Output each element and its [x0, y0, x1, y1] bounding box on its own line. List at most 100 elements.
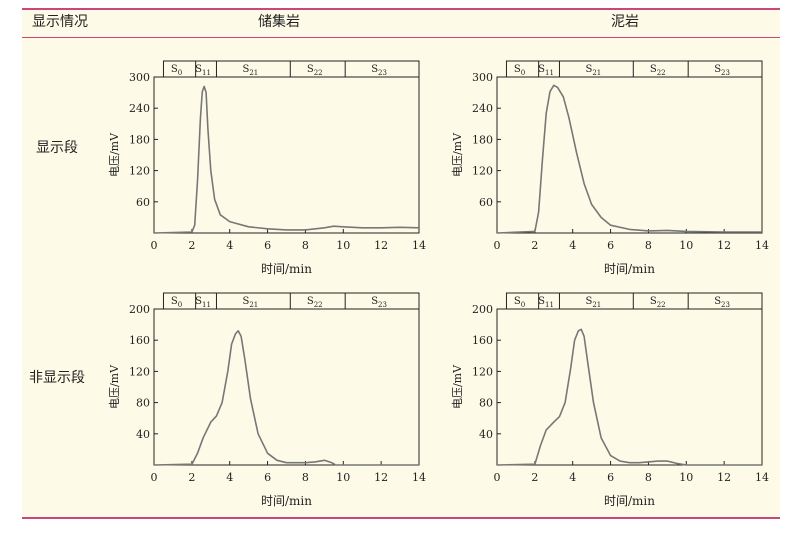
segment-label: S21: [585, 64, 601, 77]
x-axis-label: 时间/min: [604, 262, 655, 276]
y-tick-label: 40: [479, 428, 493, 441]
y-tick-label: 60: [479, 196, 493, 209]
x-tick-label: 6: [264, 239, 271, 252]
segment-label: S21: [242, 296, 258, 309]
segment-label: S23: [714, 64, 730, 77]
x-tick-label: 2: [188, 471, 195, 484]
series-line: [153, 329, 419, 466]
segment-label: S22: [650, 296, 666, 309]
x-tick-label: 12: [717, 471, 731, 484]
segment-label: S22: [307, 64, 323, 77]
segment-label: S0: [171, 296, 182, 309]
chart-reservoir-show: S0 S11 S21 S22 S23 60 120 180 240 300 0 2 4 6 8 10 12 14 时…: [108, 60, 426, 276]
plot-frame: [496, 76, 763, 234]
y-tick-label: 200: [472, 303, 493, 316]
y-axis-label: 电压/mV: [451, 132, 464, 177]
y-tick-label: 120: [129, 165, 150, 178]
y-tick-label: 160: [472, 334, 493, 347]
y-tick-label: 300: [129, 71, 150, 84]
x-tick-label: 2: [531, 239, 538, 252]
x-tick-label: 2: [531, 471, 538, 484]
chart-reservoir-nonshow: S0 S11 S21 S22 S23 40 80 120 160 200 0 2 4 6 8 10 12 14 时间…: [108, 292, 426, 508]
x-tick-label: 6: [607, 239, 614, 252]
segment-label: S22: [307, 296, 323, 309]
x-tick-label: 12: [717, 239, 731, 252]
x-tick-label: 4: [226, 471, 233, 484]
segment-label: S11: [195, 64, 211, 77]
x-tick-label: 4: [569, 471, 576, 484]
x-tick-label: 14: [755, 239, 769, 252]
x-tick-label: 14: [412, 239, 426, 252]
series-line: [496, 328, 762, 466]
header-mudstone: 泥岩: [611, 14, 639, 30]
y-tick-label: 120: [472, 165, 493, 178]
x-tick-label: 4: [569, 239, 576, 252]
plot-frame: [153, 76, 420, 234]
x-tick-label: 10: [336, 239, 350, 252]
x-tick-label: 8: [645, 239, 652, 252]
figure-background: [22, 8, 780, 519]
x-tick-label: 8: [302, 239, 309, 252]
y-tick-label: 60: [136, 196, 150, 209]
row-label-show: 显示段: [36, 140, 78, 156]
y-tick-label: 200: [129, 303, 150, 316]
x-tick-label: 0: [494, 239, 501, 252]
plot-frame: [496, 308, 763, 466]
header-reservoir: 储集岩: [258, 14, 300, 30]
x-tick-label: 12: [374, 471, 388, 484]
segment-label: S23: [371, 296, 387, 309]
header-display-status: 显示情况: [32, 14, 88, 30]
y-tick-label: 240: [472, 102, 493, 115]
plot-frame: [153, 308, 420, 466]
segment-label: S0: [514, 296, 525, 309]
x-tick-label: 14: [412, 471, 426, 484]
series-line: [496, 84, 762, 234]
x-tick-label: 12: [374, 239, 388, 252]
x-tick-label: 10: [336, 471, 350, 484]
segment-label: S21: [242, 64, 258, 77]
segment-label: S11: [538, 296, 554, 309]
y-tick-label: 120: [472, 365, 493, 378]
bottom-rule: [22, 517, 780, 519]
x-axis-label: 时间/min: [604, 494, 655, 508]
y-tick-label: 40: [136, 428, 150, 441]
y-tick-label: 240: [129, 102, 150, 115]
x-tick-label: 0: [151, 239, 158, 252]
x-tick-label: 4: [226, 239, 233, 252]
y-tick-label: 180: [472, 133, 493, 146]
x-tick-label: 6: [607, 471, 614, 484]
segment-label: S11: [195, 296, 211, 309]
chart-mudstone-show: S0 S11 S21 S22 S23 60 120 180 240 300 0 2 4 6 8 10 12 14 时…: [451, 60, 769, 276]
y-tick-label: 300: [472, 71, 493, 84]
x-tick-label: 0: [494, 471, 501, 484]
x-axis-label: 时间/min: [261, 494, 312, 508]
x-axis-label: 时间/min: [261, 262, 312, 276]
x-tick-label: 8: [645, 471, 652, 484]
segment-label: S23: [714, 296, 730, 309]
segment-label: S22: [650, 64, 666, 77]
y-axis-label: 电压/mV: [108, 132, 121, 177]
y-axis-label: 电压/mV: [108, 364, 121, 409]
y-tick-label: 120: [129, 365, 150, 378]
y-axis-label: 电压/mV: [451, 364, 464, 409]
x-tick-label: 2: [188, 239, 195, 252]
x-tick-label: 6: [264, 471, 271, 484]
row-label-nonshow: 非显示段: [29, 370, 85, 386]
y-tick-label: 80: [479, 397, 493, 410]
header-rule: [22, 37, 780, 38]
segment-label: S21: [585, 296, 601, 309]
y-tick-label: 160: [129, 334, 150, 347]
segment-label: S0: [171, 64, 182, 77]
chart-mudstone-nonshow: S0 S11 S21 S22 S23 40 80 120 160 200 0 2 4 6 8 10 12 14 时间…: [451, 292, 769, 508]
x-tick-label: 10: [679, 471, 693, 484]
segment-label: S23: [371, 64, 387, 77]
x-tick-label: 8: [302, 471, 309, 484]
x-tick-label: 10: [679, 239, 693, 252]
y-tick-label: 80: [136, 397, 150, 410]
y-tick-label: 180: [129, 133, 150, 146]
top-rule: [22, 8, 780, 10]
segment-label: S11: [538, 64, 554, 77]
x-tick-label: 0: [151, 471, 158, 484]
series-line: [153, 85, 420, 234]
